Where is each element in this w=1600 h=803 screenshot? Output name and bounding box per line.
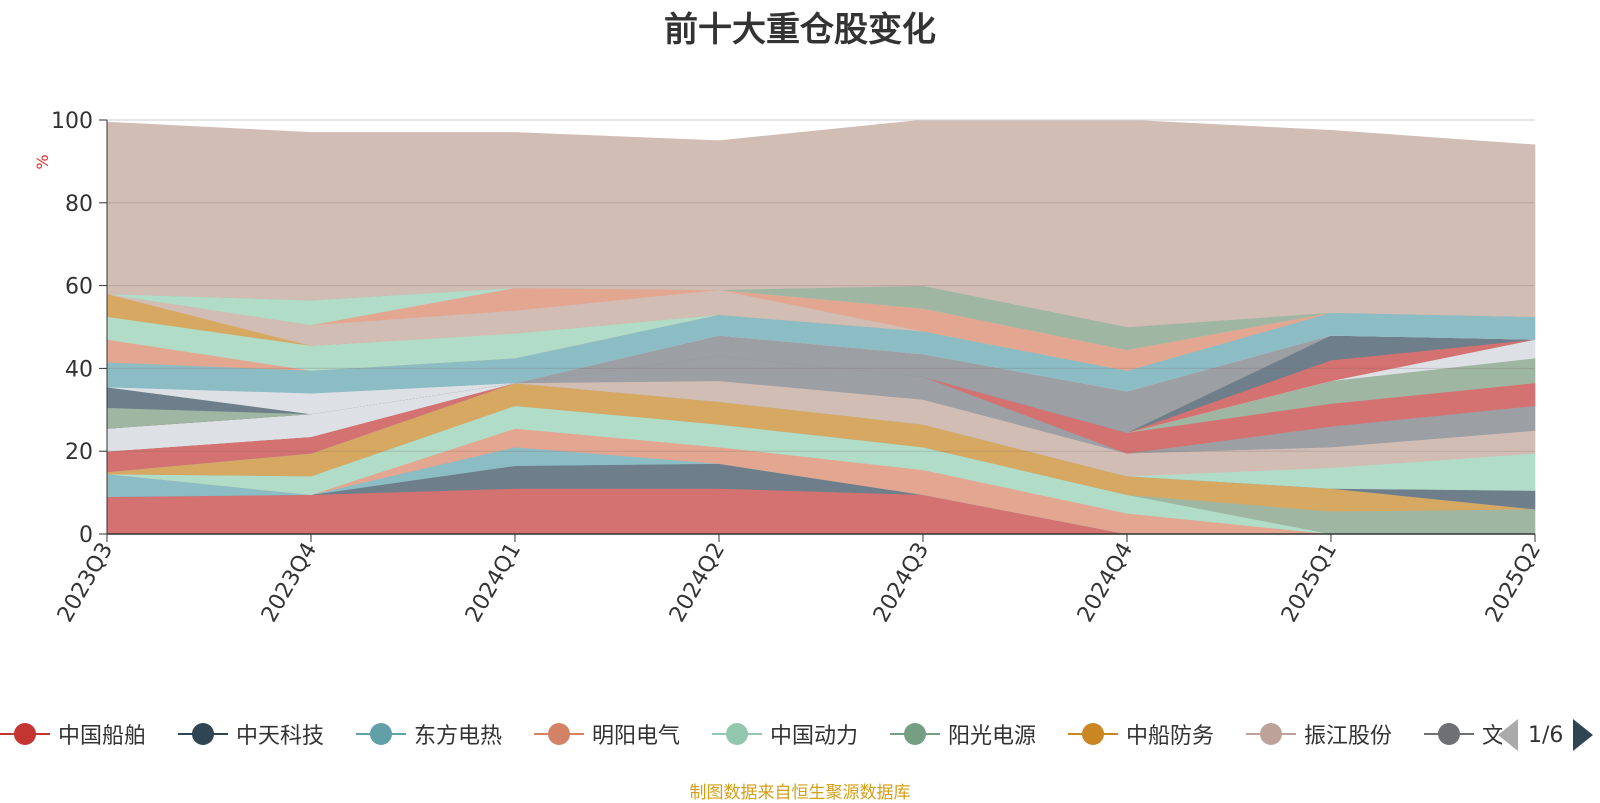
x-tick-label: 2023Q4	[257, 539, 322, 627]
stacked-area-chart: 0 20 40 60 80 100% 2023Q3 2023Q4 2024Q1 2024Q2 202…	[33, 109, 1546, 627]
x-tick-label: 2024Q3	[869, 539, 934, 627]
y-axis-unit-label: %	[33, 154, 52, 169]
legend-label: 文	[1482, 724, 1502, 749]
legend-label: 东方电热	[414, 724, 503, 749]
x-tick-label: 2024Q2	[665, 539, 730, 627]
legend-item[interactable]: 阳光电源	[890, 712, 1036, 756]
legend-swatch-icon	[712, 712, 762, 756]
legend-label: 阳光电源	[948, 724, 1037, 749]
legend-item[interactable]: 中国动力	[712, 712, 858, 756]
legend-item[interactable]: 明阳电气	[534, 712, 680, 756]
y-tick-label: 100	[51, 109, 93, 134]
legend-swatch-icon	[534, 712, 584, 756]
y-tick-label: 40	[65, 357, 93, 382]
y-tick-label: 80	[65, 192, 93, 217]
legend-item[interactable]: 东方电热	[356, 712, 502, 756]
area-series-31	[106, 119, 1536, 328]
legend-label: 中国船舶	[58, 724, 147, 749]
legend-label: 中天科技	[236, 724, 325, 749]
legend-swatch-icon	[0, 712, 50, 756]
triangle-right-icon[interactable]	[1573, 719, 1594, 751]
x-tick-label: 2024Q4	[1073, 539, 1138, 627]
legend-item[interactable]: 振江股份	[1246, 712, 1392, 756]
x-tick-label: 2025Q2	[1481, 539, 1546, 627]
series-layer	[106, 119, 1536, 535]
legend-item[interactable]: 文	[1424, 712, 1502, 756]
x-tick-label: 2023Q3	[53, 539, 118, 627]
legend-item[interactable]: 中船防务	[1068, 712, 1214, 756]
legend-swatch-icon	[178, 712, 228, 756]
legend-swatch-icon	[1246, 712, 1296, 756]
legend-swatch-icon	[890, 712, 940, 756]
legend-label: 中国动力	[770, 724, 859, 749]
legend-swatch-icon	[1068, 712, 1118, 756]
legend-item[interactable]: 中国船舶	[0, 712, 146, 756]
legend-item[interactable]: 中天科技	[178, 712, 324, 756]
legend-page-indicator: 1/6	[1528, 722, 1564, 748]
grid-layer	[107, 119, 1535, 452]
chart-title: 前十大重仓股变化	[664, 10, 936, 50]
legend-label: 明阳电气	[592, 724, 681, 749]
triangle-left-icon[interactable]	[1498, 719, 1518, 751]
legend-pager: 1/6	[1498, 718, 1594, 752]
legend: 中国船舶 中天科技 东方电热 明阳电气 中国动力 阳光电源 中船防务 振江股份 文	[0, 712, 1600, 756]
y-tick-label: 60	[65, 275, 93, 300]
source-note: 制图数据来自恒生聚源数据库	[689, 783, 911, 803]
legend-label: 振江股份	[1304, 724, 1393, 749]
legend-swatch-icon	[356, 712, 406, 756]
x-tick-label: 2024Q1	[461, 539, 526, 627]
y-tick-label: 0	[79, 523, 93, 548]
legend-swatch-icon	[1424, 712, 1474, 756]
x-tick-label: 2025Q1	[1277, 539, 1342, 627]
legend-label: 中船防务	[1126, 724, 1215, 749]
y-tick-label: 20	[65, 440, 93, 465]
